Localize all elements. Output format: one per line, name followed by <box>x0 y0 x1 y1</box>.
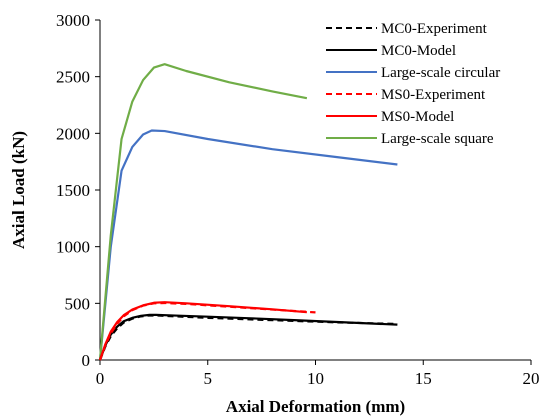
y-tick-label: 2500 <box>56 68 90 87</box>
legend-label: Large-scale square <box>381 131 494 147</box>
x-tick-label: 15 <box>415 369 432 388</box>
legend-label: MC0-Model <box>381 43 456 59</box>
legend: MC0-Experiment MC0-Model Large-scale circu… <box>326 21 500 147</box>
x-tick-label: 5 <box>204 369 213 388</box>
y-axis-ticks: 0 500 1000 1500 2000 2500 3000 <box>56 11 100 370</box>
x-axis-title: Axial Deformation (mm) <box>226 397 405 416</box>
series-line-ms0-experiment <box>98 301 316 361</box>
legend-label: MC0-Experiment <box>381 21 488 37</box>
y-axis-title: Axial Load (kN) <box>9 131 28 249</box>
x-tick-label: 0 <box>96 369 105 388</box>
x-tick-label: 10 <box>307 369 324 388</box>
y-tick-label: 0 <box>82 351 91 370</box>
legend-label: MS0-Experiment <box>381 87 486 103</box>
legend-label: MS0-Model <box>381 109 454 125</box>
series-line-mc0-experiment <box>98 314 398 361</box>
y-tick-label: 1000 <box>56 238 90 257</box>
x-axis-ticks: 0 5 10 15 20 <box>96 360 540 388</box>
y-tick-label: 1500 <box>56 181 90 200</box>
y-tick-label: 2000 <box>56 124 90 143</box>
y-tick-label: 500 <box>65 294 91 313</box>
series-line-large-scale-circular <box>98 129 398 361</box>
y-tick-label: 3000 <box>56 11 90 30</box>
legend-label: Large-scale circular <box>381 65 500 81</box>
x-tick-label: 20 <box>523 369 540 388</box>
series-line-large-scale-square <box>98 63 308 361</box>
series-layer <box>98 63 398 361</box>
